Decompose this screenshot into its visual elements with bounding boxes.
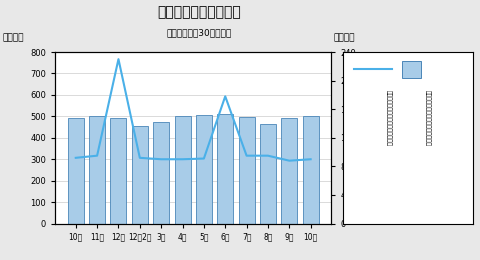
Text: 賌金と労働時間の推移: 賌金と労働時間の推移 [157, 5, 241, 19]
Bar [217, 114, 233, 224]
Text: 常用労働者１人当たり現金給与総額: 常用労働者１人当たり現金給与総額 [425, 90, 430, 146]
Bar [196, 115, 212, 224]
Bar [239, 118, 254, 224]
Bar [281, 119, 297, 224]
Text: （事業所規模30人以上）: （事業所規模30人以上） [167, 29, 232, 38]
Bar [260, 124, 276, 224]
Text: （時間）: （時間） [334, 34, 355, 43]
Text: 常用労働者１人当たり総実労働時間: 常用労働者１人当たり総実労働時間 [386, 90, 391, 146]
Bar [302, 116, 319, 224]
FancyBboxPatch shape [401, 61, 421, 78]
Bar [153, 122, 169, 224]
Bar [68, 119, 84, 224]
Text: （千円）: （千円） [2, 34, 24, 43]
Bar [110, 119, 126, 224]
Bar [89, 116, 105, 224]
Bar [132, 126, 148, 224]
Bar [175, 116, 191, 224]
